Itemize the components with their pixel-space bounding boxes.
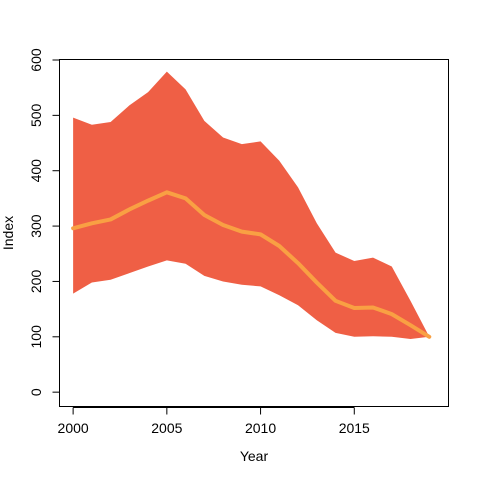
x-tick-label-2000: 2000	[58, 420, 89, 436]
mean-line	[71, 190, 432, 339]
x-tick-label-2005: 2005	[151, 420, 182, 436]
y-tick-label-0: 0	[28, 388, 44, 396]
y-tick-label-400: 400	[28, 159, 44, 183]
y-tick-label-200: 200	[28, 270, 44, 294]
y-tick-label-100: 100	[28, 325, 44, 349]
x-tick-label-2015: 2015	[339, 420, 370, 436]
confidence-band	[73, 71, 430, 340]
y-axis-title: Index	[0, 216, 16, 250]
y-tick-label-600: 600	[28, 48, 44, 72]
y-axis: 0 100 200 300 400 500 600	[28, 48, 60, 396]
x-tick-label-2010: 2010	[245, 420, 276, 436]
y-tick-label-300: 300	[28, 214, 44, 238]
y-tick-label-500: 500	[28, 103, 44, 127]
x-axis-title: Year	[240, 448, 269, 464]
x-axis: 2000 2005 2010 2015	[58, 407, 370, 436]
